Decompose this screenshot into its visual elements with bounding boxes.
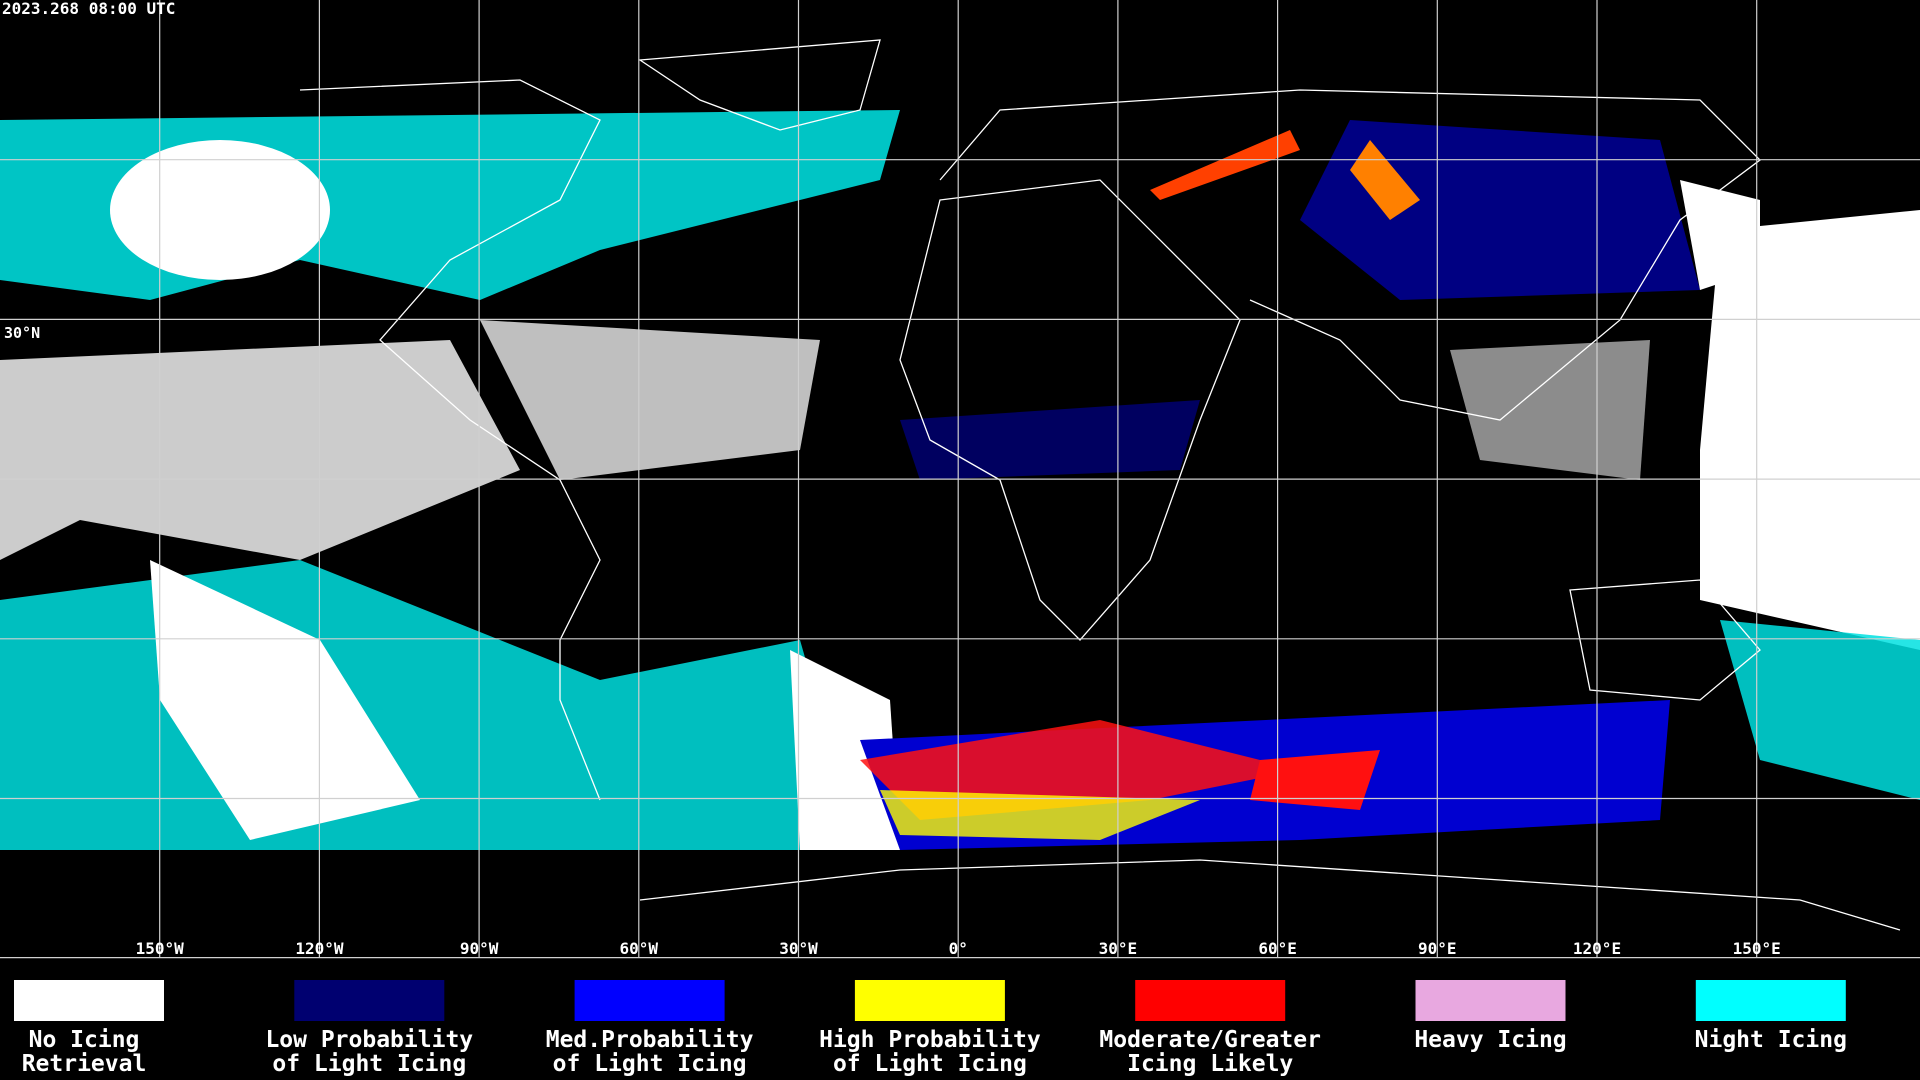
cloud: [480, 320, 820, 480]
coastline: [299, 79, 601, 801]
legend-label: Med.Probability: [546, 1027, 754, 1053]
legend-swatch: [294, 980, 445, 1021]
coastline: [1569, 579, 1761, 701]
cloud: [0, 340, 520, 560]
icing-area: [900, 400, 1200, 480]
cloud: [1450, 340, 1650, 480]
legend-label: of Light Icing: [553, 1051, 747, 1077]
legend-label: Night Icing: [1695, 1027, 1847, 1053]
coastline: [638, 39, 881, 131]
longitude-label: 150°E: [1733, 939, 1781, 958]
cloud: [790, 650, 900, 850]
coastline: [639, 859, 1901, 931]
legend-label: of Light Icing: [272, 1051, 466, 1077]
longitude-label: 150°W: [136, 939, 185, 958]
legend-swatch: [854, 980, 1005, 1021]
longitude-label: 60°E: [1258, 939, 1297, 958]
icing-area: [1300, 120, 1700, 300]
coastline: [939, 89, 1761, 421]
latitude-label: 30°N: [4, 324, 40, 342]
graticule: [0, 0, 1920, 959]
legend-swatch: [1695, 980, 1846, 1021]
legend-label: Moderate/Greater: [1099, 1027, 1321, 1053]
legend-label: High Probability: [819, 1027, 1041, 1053]
icing-area: [880, 790, 1200, 840]
longitude-label: 120°W: [295, 939, 344, 958]
icing-area: [1150, 130, 1300, 200]
longitude-label: 0°: [949, 939, 968, 958]
longitude-label: 90°E: [1418, 939, 1457, 958]
cloud: [1700, 210, 1920, 650]
legend-label: Retrieval: [22, 1051, 147, 1077]
longitude-label: 30°E: [1099, 939, 1138, 958]
legend-label: of Light Icing: [833, 1051, 1027, 1077]
legend-swatch: [1415, 980, 1566, 1021]
longitude-label: 120°E: [1573, 939, 1621, 958]
legend-label: No Icing: [29, 1027, 140, 1053]
longitude-label: 60°W: [620, 939, 659, 958]
coastline: [899, 179, 1241, 641]
longitude-labels: 150°W 120°W 90°W 60°W 30°W 0° 30°E 60°E 90°E 120°…: [136, 939, 1781, 958]
legend-swatch: [574, 980, 725, 1021]
legend-swatch: [1135, 980, 1286, 1021]
legend-label: Low Probability: [265, 1027, 473, 1053]
night-cloud: [1720, 620, 1920, 800]
legend-label: Icing Likely: [1127, 1051, 1293, 1077]
longitude-label: 90°W: [460, 939, 499, 958]
timestamp: 2023.268 08:00 UTC: [2, 0, 175, 18]
legend-label: Heavy Icing: [1414, 1027, 1566, 1053]
coastlines: [299, 39, 1901, 931]
cloud: [150, 560, 420, 840]
cyclone: [110, 140, 330, 280]
legend-swatch: [14, 980, 164, 1021]
icing-area: [1250, 750, 1380, 810]
longitude-label: 30°W: [779, 939, 818, 958]
